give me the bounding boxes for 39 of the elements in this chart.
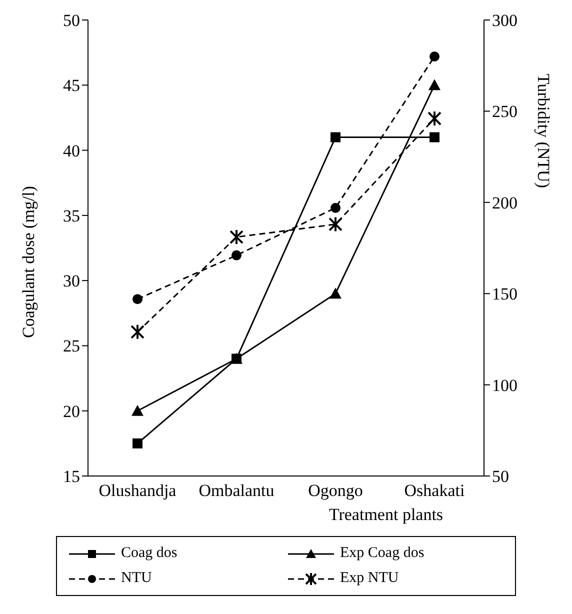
y2-axis-title: Turbidity (NTU)	[534, 74, 553, 188]
y-tick-label: 35	[63, 206, 80, 226]
point	[132, 438, 142, 448]
x-tick-label: Ombalantu	[198, 481, 275, 500]
y-axis-title: Coagulant dose (mg/l)	[19, 186, 38, 338]
y2-tick-label: 50	[492, 467, 509, 486]
point	[230, 229, 244, 246]
legend-label: Exp NTU	[340, 570, 399, 587]
point	[232, 250, 242, 260]
point	[132, 294, 142, 304]
point	[430, 51, 440, 62]
point	[132, 404, 144, 416]
point	[328, 216, 342, 232]
point	[430, 132, 440, 142]
point	[130, 324, 144, 340]
point	[428, 110, 442, 126]
y2-tick-label: 100	[492, 376, 518, 395]
point	[330, 288, 342, 299]
y2-tick-label: 200	[492, 193, 518, 212]
y-tick-label: 40	[63, 141, 80, 160]
y2-tick-label: 150	[492, 284, 518, 304]
y-tick-label: 50	[63, 11, 80, 30]
x-tick-label: Oshakati	[404, 481, 465, 500]
legend-label: NTU	[121, 570, 152, 587]
y-tick-label: 45	[63, 76, 80, 96]
y-tick-label: 15	[63, 467, 80, 486]
legend-label: Coag dos	[121, 545, 178, 562]
y-tick-label: 20	[63, 402, 80, 421]
y2-tick-label: 300	[492, 11, 518, 30]
point	[428, 79, 440, 90]
y2-tick-label: 250	[492, 102, 518, 122]
x-tick-label: Olushandja	[98, 481, 177, 500]
legend-label: Exp Coag dos	[340, 545, 424, 562]
x-axis-title: Treatment plants	[328, 505, 444, 524]
point	[330, 132, 340, 142]
y-tick-label: 30	[63, 272, 80, 291]
x-tick-label: Ogongo	[308, 481, 363, 500]
y-tick-label: 25	[63, 336, 80, 356]
point	[330, 202, 340, 213]
